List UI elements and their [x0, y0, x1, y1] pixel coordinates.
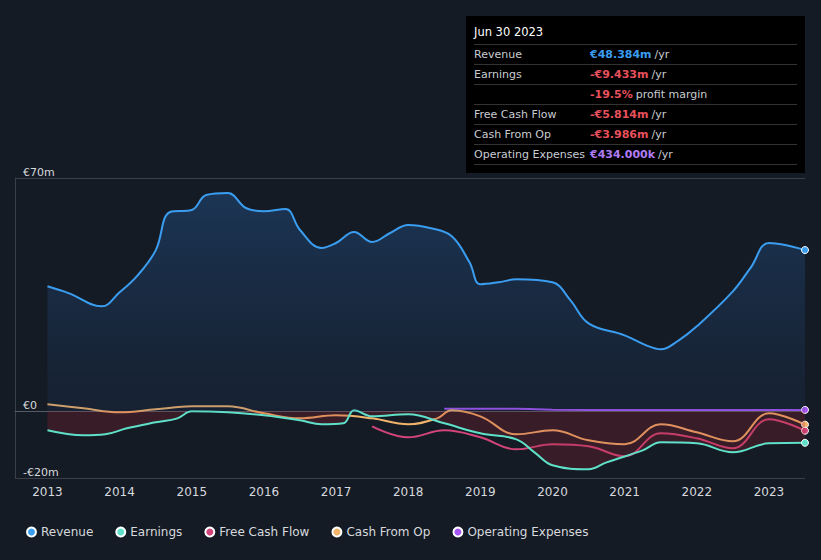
svg-text:2023: 2023: [754, 485, 785, 499]
html-text:-€5.814m /yr: -€5.814m /yr: [590, 108, 667, 121]
svg-text:2018: 2018: [393, 485, 424, 499]
svg-text:-€20m: -€20m: [23, 466, 59, 479]
svg-text:2020: 2020: [537, 485, 568, 499]
svg-text:2022: 2022: [682, 485, 713, 499]
html-text:Operating Expenses: Operating Expenses: [474, 148, 585, 161]
html-text:Free Cash Flow: Free Cash Flow: [474, 108, 557, 121]
svg-text:Revenue: Revenue: [41, 525, 93, 539]
html-text:Revenue: Revenue: [474, 48, 522, 61]
svg-text:2014: 2014: [104, 485, 135, 499]
html-text:Cash From Op: Cash From Op: [474, 128, 551, 141]
svg-text:€70m: €70m: [23, 166, 55, 179]
svg-text:€0: €0: [23, 399, 37, 412]
svg-text:2017: 2017: [321, 485, 352, 499]
svg-text:2013: 2013: [32, 485, 63, 499]
svg-text:Earnings: Earnings: [130, 525, 182, 539]
svg-text:2015: 2015: [176, 485, 207, 499]
html-text:Jun 30 2023: Jun 30 2023: [474, 25, 544, 39]
svg-text:2019: 2019: [465, 485, 496, 499]
svg-text:Cash From Op: Cash From Op: [346, 525, 430, 539]
svg-text:2021: 2021: [609, 485, 640, 499]
html-text:-19.5% profit margin: -19.5% profit margin: [590, 88, 708, 101]
html-text:Earnings: Earnings: [474, 68, 522, 81]
html-text:-€9.433m /yr: -€9.433m /yr: [590, 68, 667, 81]
html-text:€48.384m /yr: €48.384m /yr: [590, 48, 670, 61]
html-text:-€3.986m /yr: -€3.986m /yr: [590, 128, 667, 141]
svg-text:2016: 2016: [249, 485, 280, 499]
html-text:€434.000k /yr: €434.000k /yr: [590, 148, 673, 161]
svg-text:Free Cash Flow: Free Cash Flow: [219, 525, 309, 539]
svg-text:Operating Expenses: Operating Expenses: [467, 525, 588, 539]
